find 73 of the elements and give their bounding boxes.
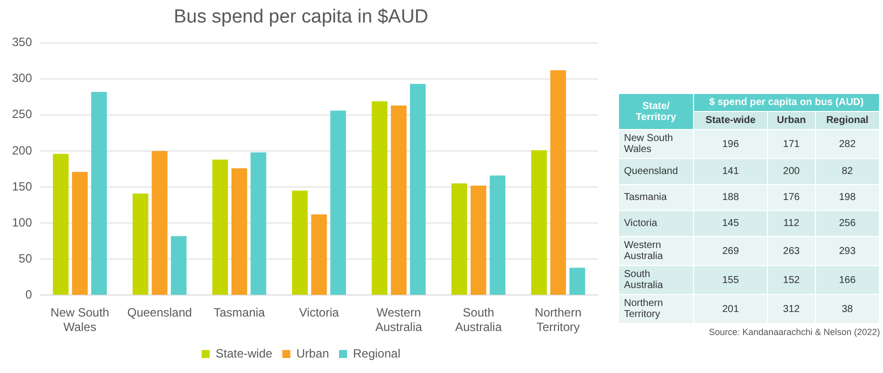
y-tick-label: 300 [12,71,32,86]
y-tick-label: Queensland [619,159,693,184]
x-tick-label: South Australia [455,306,502,334]
x-tick-label: New South Wales [50,306,110,334]
legend-label: Regional [353,346,400,360]
data-label: 282 [816,130,879,158]
data-label: 171 [768,130,815,158]
bar [550,70,566,295]
x-tick-label: State-wide [694,112,768,129]
data-label: 82 [816,159,879,184]
source-note: Source: Kandanaarachchi & Nelson (2022) [708,327,880,337]
data-label: 166 [816,266,879,294]
legend-label: Urban [296,346,330,360]
bar [372,101,388,295]
bar [311,214,327,295]
data-label: 256 [816,211,879,236]
bar [212,160,228,295]
bar [170,236,187,295]
bar [72,172,88,295]
y-tick-label: 200 [12,143,32,158]
y-tick-label: 100 [12,215,32,230]
data-label: 141 [694,159,768,184]
data-label: 188 [694,185,768,210]
data-label: 269 [694,237,768,265]
data-label: 196 [694,130,768,158]
y-tick-label: 250 [12,107,32,122]
x-tick-label: Western Australia [375,306,422,334]
y-tick-label: South Australia [619,266,693,294]
bar [231,168,248,295]
bar [390,106,407,295]
data-label: 152 [768,266,815,294]
data-label: 145 [694,211,768,236]
bar [292,190,308,295]
x-tick-label: Northern Territory [534,306,582,334]
y-tick-label: 50 [18,251,32,266]
y-tick-label: 0 [25,288,32,302]
y-tick-label: New South Wales [619,130,693,158]
data-label: 38 [816,295,879,323]
bar [250,152,266,295]
data-label: 200 [768,159,815,184]
data-label: 176 [768,185,815,210]
bar [451,183,468,295]
x-tick-label: Victoria [299,306,340,320]
bar [531,150,547,295]
bar [569,268,586,295]
data-label: 312 [768,295,815,323]
x-tick-label: Urban [768,112,815,129]
data-label: 263 [768,237,815,265]
y-tick-label: 350 [12,35,32,50]
data-label: 293 [816,237,879,265]
bar [410,84,426,295]
bar [330,110,346,295]
y-tick-label: 150 [12,179,32,194]
data-label: 201 [694,295,768,323]
bar [52,154,69,295]
chart-title: $ spend per capita on bus (AUD) [694,94,879,111]
bar [490,175,506,295]
bar [91,92,107,295]
legend-label: State-wide [216,346,273,360]
bar [470,186,486,295]
bar [152,150,168,295]
y-axis-title: State/ Territory [619,94,693,129]
x-tick-label: Regional [816,112,879,129]
y-tick-label: Victoria [619,211,693,236]
bar [132,194,148,295]
x-tick-label: Tasmania [214,306,266,320]
y-tick-label: Western Australia [619,237,693,265]
data-label: 198 [816,185,879,210]
data-label: 112 [768,211,815,236]
chart-title: Bus spend per capita in $AUD [174,6,428,28]
data-label: 155 [694,266,768,294]
y-tick-label: Tasmania [619,185,693,210]
x-tick-label: Queensland [127,306,192,320]
